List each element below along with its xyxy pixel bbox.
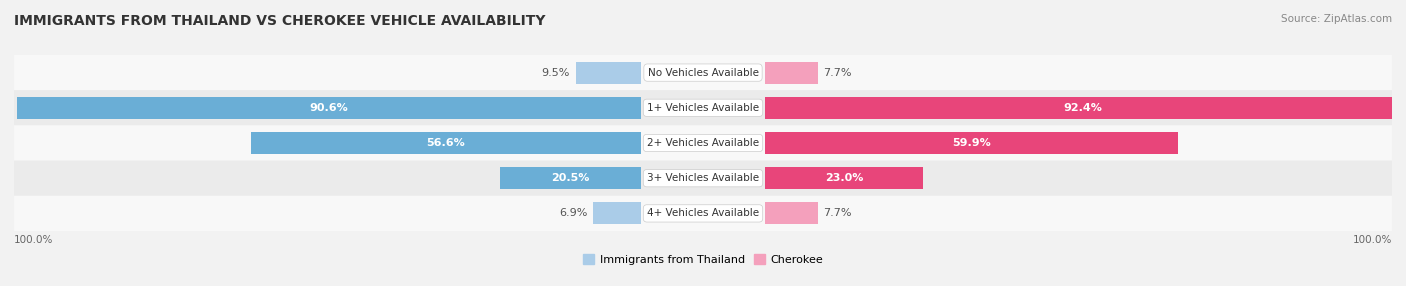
Text: 4+ Vehicles Available: 4+ Vehicles Available xyxy=(647,208,759,219)
Bar xyxy=(765,132,1178,154)
Bar xyxy=(765,97,1402,119)
Bar xyxy=(593,202,641,224)
Bar xyxy=(252,132,641,154)
Text: 2+ Vehicles Available: 2+ Vehicles Available xyxy=(647,138,759,148)
Text: 9.5%: 9.5% xyxy=(541,67,569,78)
FancyBboxPatch shape xyxy=(14,161,1392,196)
FancyBboxPatch shape xyxy=(14,125,1392,161)
Bar xyxy=(765,167,924,189)
FancyBboxPatch shape xyxy=(14,90,1392,125)
Text: 92.4%: 92.4% xyxy=(1064,103,1102,113)
Text: 1+ Vehicles Available: 1+ Vehicles Available xyxy=(647,103,759,113)
Legend: Immigrants from Thailand, Cherokee: Immigrants from Thailand, Cherokee xyxy=(578,250,828,269)
Text: 90.6%: 90.6% xyxy=(309,103,349,113)
Text: 7.7%: 7.7% xyxy=(824,208,852,219)
Text: IMMIGRANTS FROM THAILAND VS CHEROKEE VEHICLE AVAILABILITY: IMMIGRANTS FROM THAILAND VS CHEROKEE VEH… xyxy=(14,14,546,28)
Bar xyxy=(499,167,641,189)
Text: 100.0%: 100.0% xyxy=(14,235,53,245)
Text: 3+ Vehicles Available: 3+ Vehicles Available xyxy=(647,173,759,183)
Text: 7.7%: 7.7% xyxy=(824,67,852,78)
Bar xyxy=(575,62,641,84)
Text: Source: ZipAtlas.com: Source: ZipAtlas.com xyxy=(1281,14,1392,24)
FancyBboxPatch shape xyxy=(14,55,1392,90)
FancyBboxPatch shape xyxy=(14,196,1392,231)
Text: 6.9%: 6.9% xyxy=(560,208,588,219)
Text: 23.0%: 23.0% xyxy=(825,173,863,183)
Bar xyxy=(765,202,818,224)
Bar xyxy=(765,62,818,84)
Text: 100.0%: 100.0% xyxy=(1353,235,1392,245)
Text: 20.5%: 20.5% xyxy=(551,173,589,183)
Text: 59.9%: 59.9% xyxy=(952,138,991,148)
Text: 56.6%: 56.6% xyxy=(426,138,465,148)
Bar xyxy=(17,97,641,119)
Text: No Vehicles Available: No Vehicles Available xyxy=(648,67,758,78)
